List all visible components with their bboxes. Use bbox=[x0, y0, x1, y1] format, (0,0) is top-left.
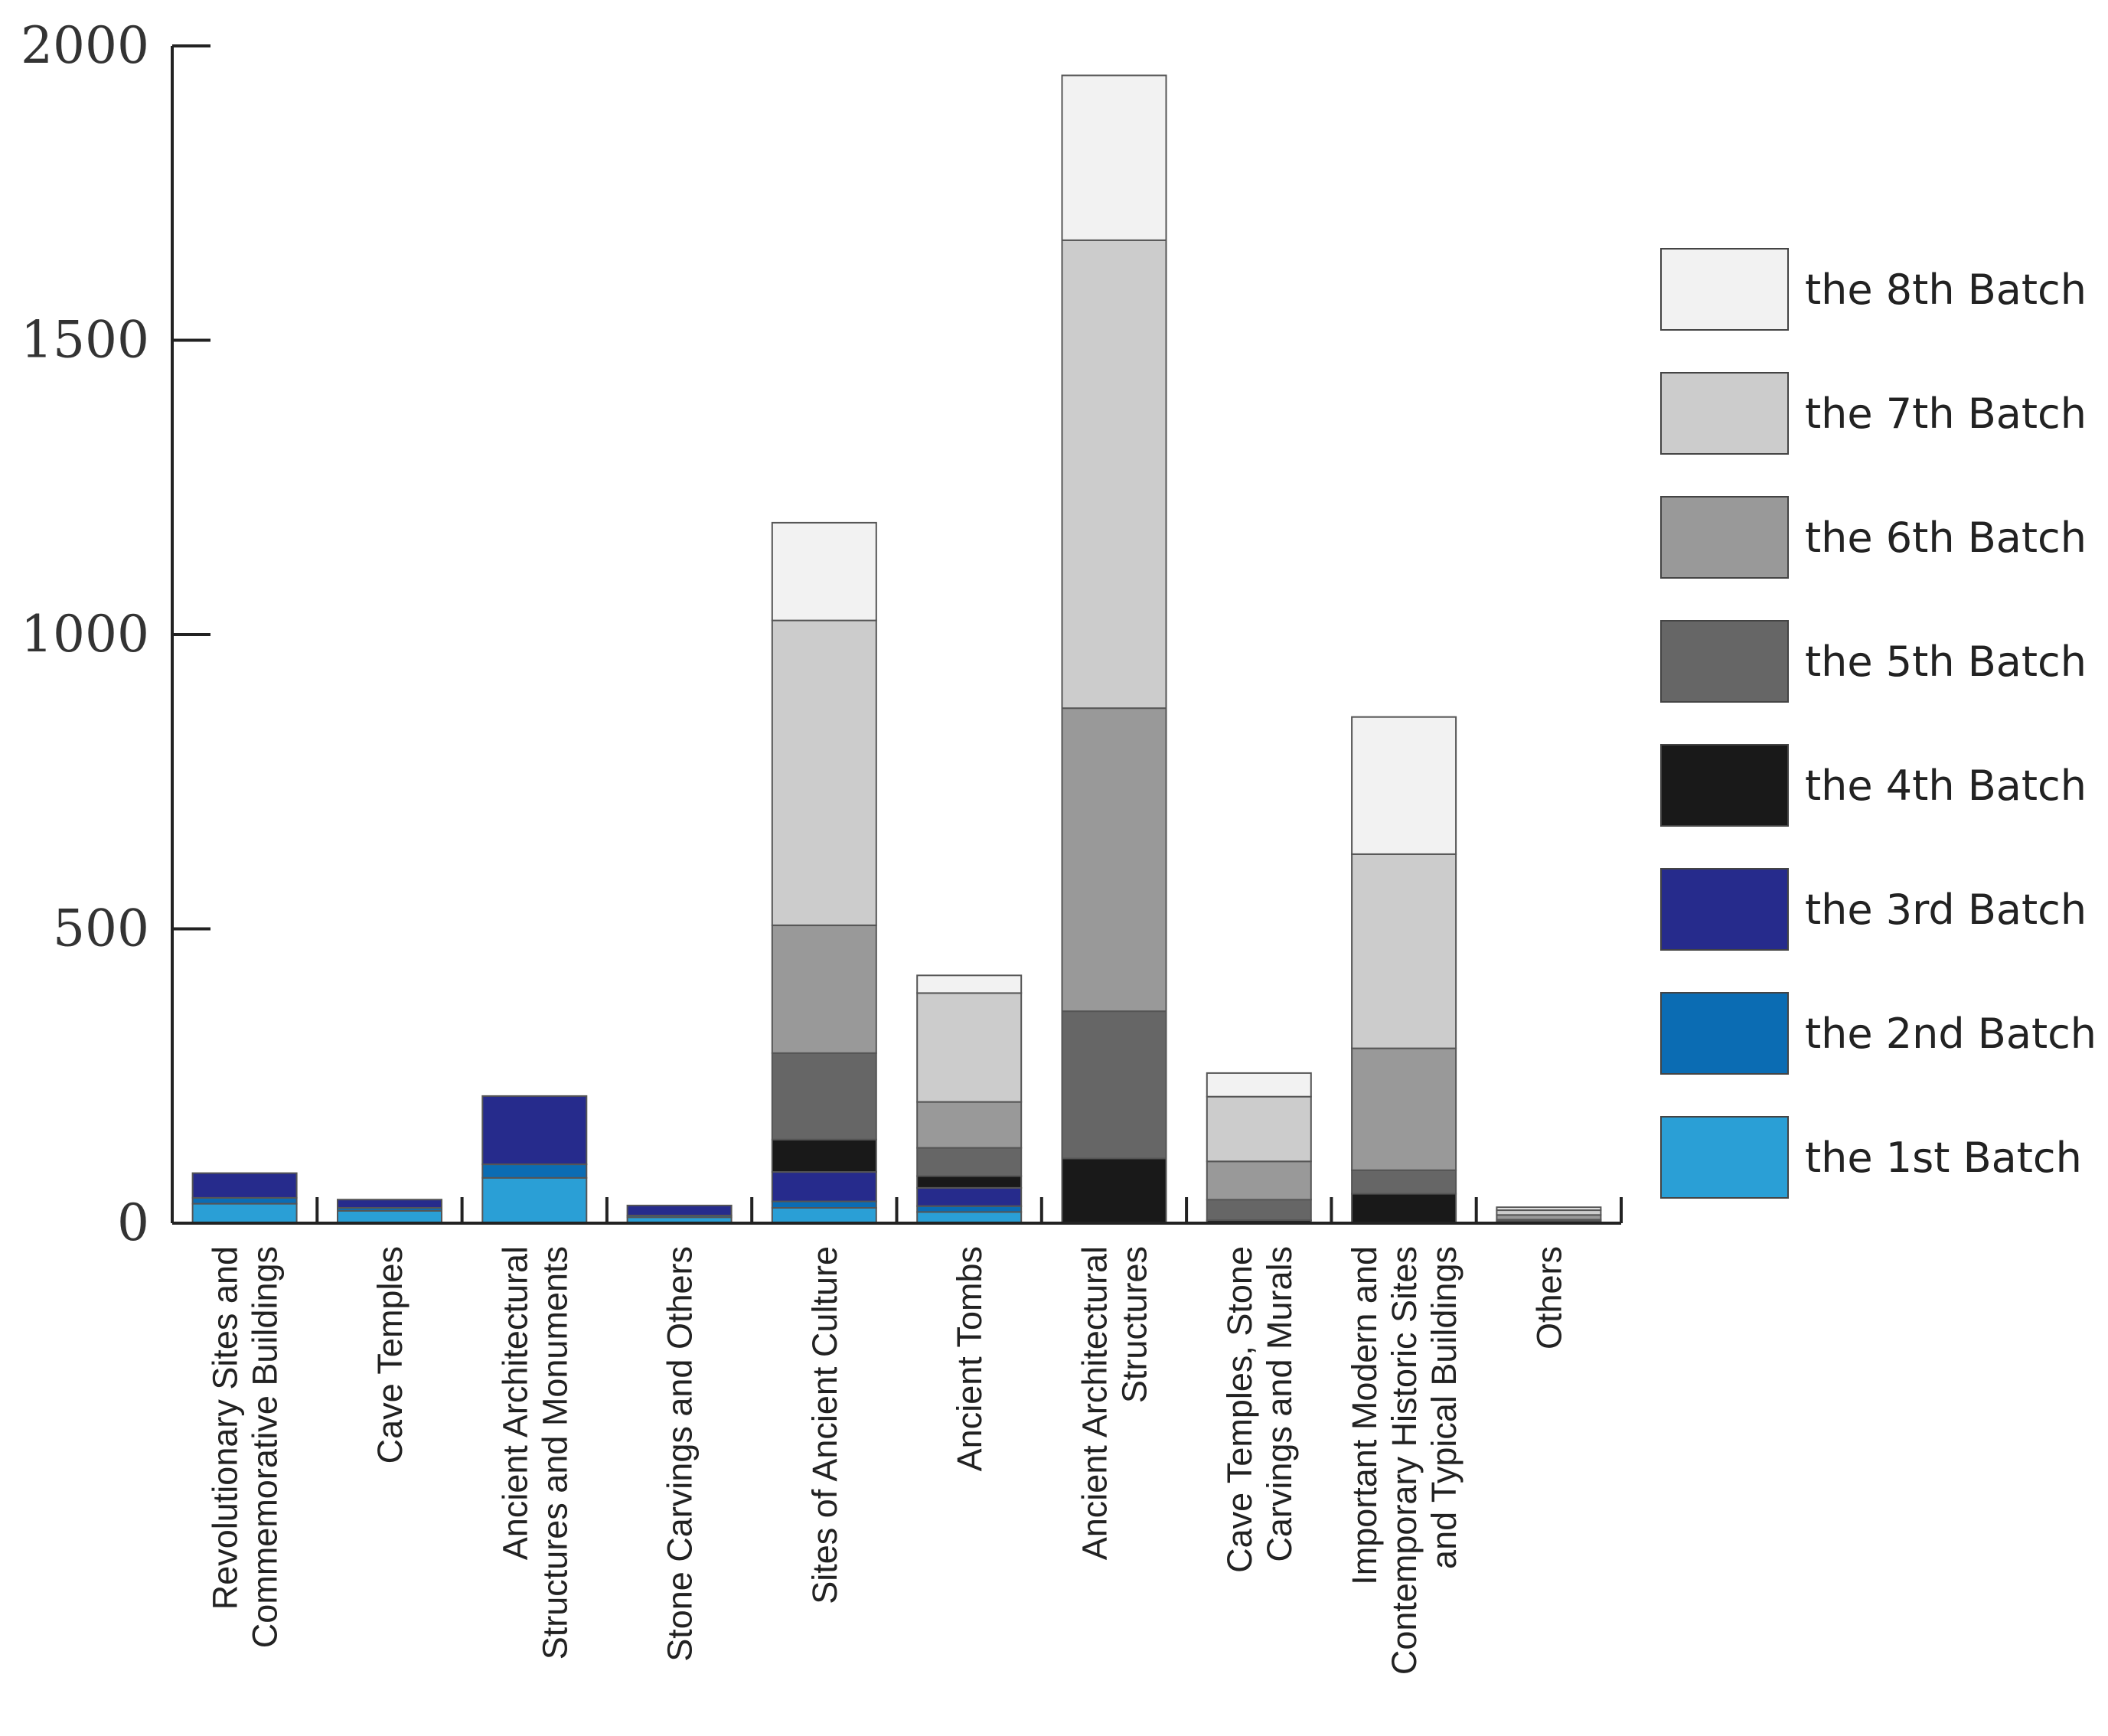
legend-label-batch-8: the 8th Batch bbox=[1805, 266, 2087, 314]
bar-segment-cat4-series1 bbox=[771, 1207, 877, 1224]
category-label-8: Important Modern and Contemporary Histori… bbox=[1345, 1246, 1464, 1675]
category-label-1: Cave Temples bbox=[370, 1246, 410, 1464]
bar-segment-cat2-series2 bbox=[481, 1163, 588, 1179]
category-label-5: Ancient Tombs bbox=[950, 1246, 989, 1471]
bar-segment-cat5-series3 bbox=[916, 1186, 1023, 1207]
category-label-5-line-0: Ancient Tombs bbox=[950, 1246, 989, 1471]
legend-label-batch-6: the 6th Batch bbox=[1805, 514, 2087, 562]
category-label-8-line-1: Contemporary Historic Sites bbox=[1385, 1246, 1424, 1675]
bar-segment-cat3-series3 bbox=[626, 1204, 733, 1217]
category-label-6: Ancient Architectural Structures bbox=[1075, 1246, 1154, 1560]
category-label-4: Sites of Ancient Culture bbox=[805, 1246, 844, 1604]
bar-segment-cat1-series3 bbox=[337, 1199, 442, 1209]
category-label-8-line-2: and Typical Buildings bbox=[1424, 1246, 1464, 1569]
bar-segment-cat1-series1 bbox=[337, 1209, 442, 1225]
category-label-7: Cave Temples, Stone Carvings and Murals bbox=[1220, 1246, 1299, 1573]
bar-segment-cat6-series4 bbox=[1061, 1157, 1167, 1225]
bar-segment-cat6-series7 bbox=[1061, 239, 1167, 710]
y-tick-label-1500: 1500 bbox=[21, 311, 149, 370]
category-label-3-line-0: Stone Carvings and Others bbox=[661, 1246, 700, 1662]
bar-segment-cat8-series6 bbox=[1351, 1047, 1457, 1171]
bar-segment-cat7-series6 bbox=[1206, 1160, 1312, 1201]
bar-segment-cat5-series4 bbox=[916, 1175, 1023, 1189]
category-label-8-line-0: Important Modern and bbox=[1345, 1246, 1384, 1585]
bar-segment-cat7-series8 bbox=[1206, 1072, 1312, 1098]
axes: 0 500 1000 1500 2000 bbox=[21, 16, 1623, 1252]
category-label-2-line-1: Structures and Monuments bbox=[535, 1246, 574, 1659]
category-label-9: Others bbox=[1529, 1246, 1568, 1349]
bar-segment-cat4-series7 bbox=[771, 619, 877, 926]
category-label-4-line-0: Sites of Ancient Culture bbox=[805, 1246, 844, 1604]
bar-segment-cat4-series8 bbox=[771, 521, 877, 622]
bar-segment-cat4-series6 bbox=[771, 924, 877, 1054]
category-label-2: Ancient Architectural Structures and Monu… bbox=[495, 1246, 574, 1659]
bar-segment-cat4-series4 bbox=[771, 1138, 877, 1173]
legend: the 8th Batch the 7th Batch the 6th Batch t… bbox=[1660, 248, 2097, 1199]
legend-label-batch-1: the 1st Batch bbox=[1805, 1134, 2082, 1182]
legend-swatch-batch-2 bbox=[1660, 992, 1789, 1075]
bar-segment-cat5-series7 bbox=[916, 992, 1023, 1103]
bar-segment-cat8-series7 bbox=[1351, 853, 1457, 1049]
legend-swatch-batch-1 bbox=[1660, 1116, 1789, 1199]
legend-label-batch-5: the 5th Batch bbox=[1805, 638, 2087, 686]
bar-segment-cat5-series1 bbox=[916, 1211, 1023, 1225]
bar-segment-cat2-series1 bbox=[481, 1176, 588, 1225]
category-label-3: Stone Carvings and Others bbox=[661, 1246, 700, 1662]
bars-layer bbox=[191, 74, 1602, 1225]
category-label-0-line-0: Revolutionary Sites and bbox=[206, 1246, 245, 1610]
bar-segment-cat7-series5 bbox=[1206, 1199, 1312, 1222]
category-labels: Revolutionary Sites and Commemorative Bui… bbox=[206, 1246, 1569, 1675]
category-label-0: Revolutionary Sites and Commemorative Bui… bbox=[206, 1246, 285, 1648]
bar-segment-cat7-series7 bbox=[1206, 1095, 1312, 1163]
bar-segment-cat8-series8 bbox=[1351, 716, 1457, 855]
bar-segment-cat9-series7 bbox=[1496, 1209, 1602, 1216]
bar-segment-cat0-series2 bbox=[191, 1196, 298, 1205]
category-label-7-line-0: Cave Temples, Stone bbox=[1220, 1246, 1259, 1573]
legend-swatch-batch-7 bbox=[1660, 372, 1789, 455]
legend-swatch-batch-4 bbox=[1660, 744, 1789, 827]
legend-label-batch-3: the 3rd Batch bbox=[1805, 886, 2087, 934]
bar-segment-cat6-series8 bbox=[1061, 74, 1167, 241]
category-label-1-line-0: Cave Temples bbox=[370, 1246, 410, 1464]
bar-segment-cat0-series3 bbox=[191, 1172, 298, 1199]
bar-segment-cat5-series6 bbox=[916, 1101, 1023, 1149]
bar-segment-cat8-series4 bbox=[1351, 1193, 1457, 1224]
y-tick-label-500: 500 bbox=[53, 899, 149, 958]
y-tick-label-1000: 1000 bbox=[21, 605, 149, 664]
bar-segment-cat6-series6 bbox=[1061, 707, 1167, 1013]
bar-segment-cat0-series1 bbox=[191, 1202, 298, 1224]
bar-segment-cat5-series5 bbox=[916, 1147, 1023, 1177]
bar-segment-cat4-series2 bbox=[771, 1200, 877, 1209]
bar-segment-cat2-series3 bbox=[481, 1095, 588, 1166]
category-label-0-line-1: Commemorative Buildings bbox=[246, 1246, 285, 1648]
category-label-6-line-0: Ancient Architectural bbox=[1075, 1246, 1114, 1560]
bar-segment-cat4-series5 bbox=[771, 1052, 877, 1140]
bar-segment-cat4-series3 bbox=[771, 1171, 877, 1202]
category-label-9-line-0: Others bbox=[1529, 1246, 1568, 1349]
legend-swatch-batch-6 bbox=[1660, 496, 1789, 579]
legend-swatch-batch-8 bbox=[1660, 248, 1789, 331]
category-label-7-line-1: Carvings and Murals bbox=[1260, 1246, 1299, 1562]
legend-swatch-batch-3 bbox=[1660, 868, 1789, 951]
y-tick-label-2000: 2000 bbox=[21, 16, 149, 75]
legend-label-batch-2: the 2nd Batch bbox=[1805, 1010, 2097, 1058]
category-label-2-line-0: Ancient Architectural bbox=[495, 1246, 534, 1560]
bar-segment-cat6-series5 bbox=[1061, 1010, 1167, 1160]
y-tick-label-0: 0 bbox=[117, 1193, 149, 1252]
legend-label-batch-7: the 7th Batch bbox=[1805, 390, 2087, 438]
category-label-6-line-1: Structures bbox=[1114, 1246, 1154, 1403]
legend-label-batch-4: the 4th Batch bbox=[1805, 762, 2087, 810]
bar-segment-cat5-series8 bbox=[916, 974, 1023, 994]
legend-swatch-batch-5 bbox=[1660, 620, 1789, 703]
bar-segment-cat9-series8 bbox=[1496, 1206, 1602, 1211]
bar-segment-cat5-series2 bbox=[916, 1205, 1023, 1213]
bar-segment-cat8-series5 bbox=[1351, 1169, 1457, 1195]
